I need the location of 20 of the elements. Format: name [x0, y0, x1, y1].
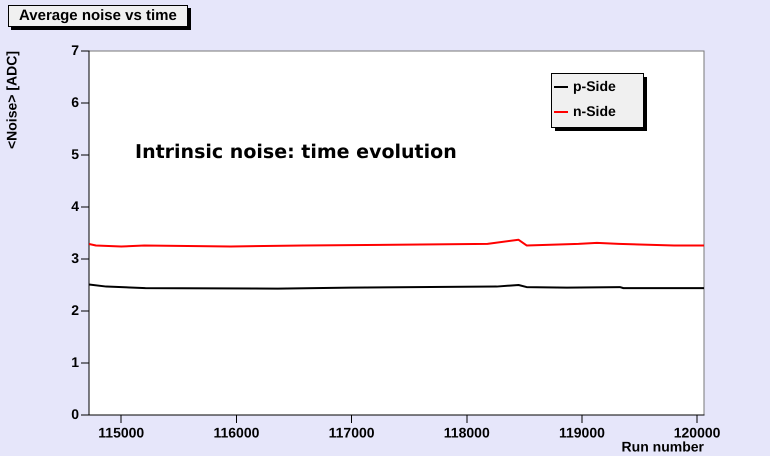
chart-title: Average noise vs time: [8, 5, 188, 27]
x-tick-label: 119000: [558, 424, 606, 440]
x-tick-label: 116000: [213, 424, 260, 440]
y-tick-label: 0: [71, 406, 80, 422]
y-tick-label: 1: [71, 354, 80, 370]
x-axis-title: Run number: [622, 438, 705, 454]
y-tick-label: 3: [71, 250, 80, 266]
y-tick-label: 4: [71, 198, 80, 214]
y-tick-label: 2: [71, 302, 80, 318]
y-tick-label: 5: [71, 146, 80, 162]
x-tick-label: 120000: [674, 424, 721, 440]
x-tick-label: 115000: [98, 424, 144, 440]
y-tick-label: 7: [71, 42, 80, 58]
x-tick-label: 118000: [444, 424, 490, 440]
y-axis-title: <Noise> [ADC]: [3, 51, 20, 150]
x-tick-label: 117000: [328, 424, 375, 440]
legend-label: p-Side: [573, 78, 616, 94]
y-tick-label: 6: [71, 94, 80, 110]
annotation: Intrinsic noise: time evolution: [135, 140, 457, 163]
legend-label: n-Side: [573, 102, 616, 119]
